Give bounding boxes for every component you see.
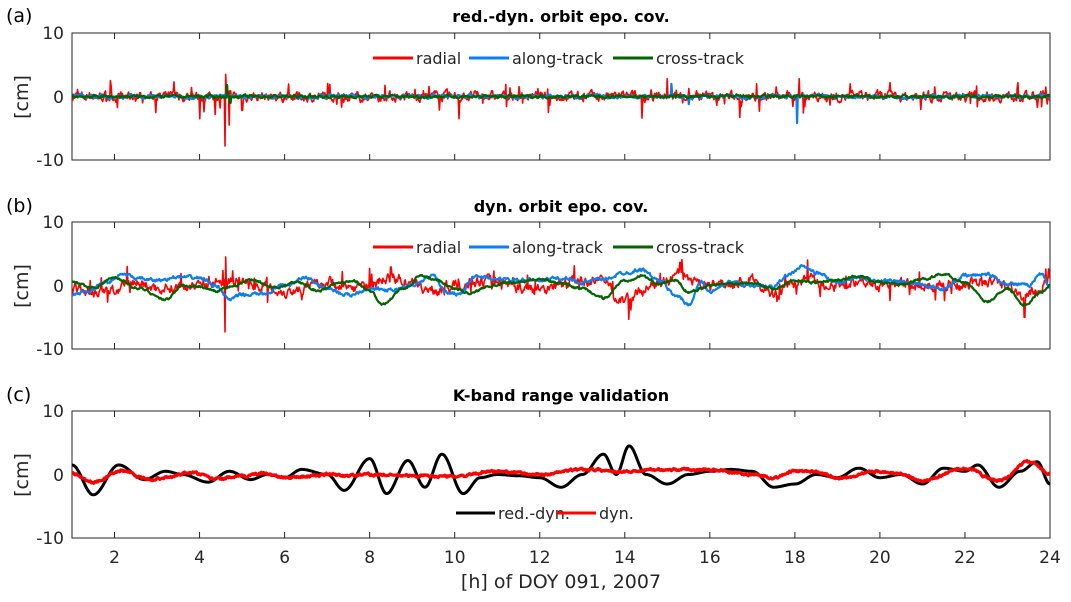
x-tick-label: 8: [364, 548, 375, 568]
series-line-radial: [72, 73, 1050, 147]
x-tick-label: 6: [279, 548, 290, 568]
panel-b-ytick-0: 0: [53, 277, 64, 297]
x-tick-label: 22: [954, 548, 976, 568]
x-tick-label: 18: [784, 548, 806, 568]
legend-label-cross-track: cross-track: [656, 49, 745, 68]
x-tick-label: 10: [444, 548, 466, 568]
x-tick-label: 4: [194, 548, 205, 568]
panel-b-title: dyn. orbit epo. cov.: [474, 197, 649, 216]
x-tick-label: 12: [529, 548, 551, 568]
legend-label-red-dyn: red.-dyn.: [498, 504, 570, 523]
panel-b-label: (b): [6, 195, 33, 217]
panel-c-xtick-labels: 2 4 6 8 10 12 14 16 18 20 22 24: [109, 548, 1061, 568]
x-tick-label: 24: [1039, 548, 1061, 568]
x-tick-label: 2: [109, 548, 120, 568]
x-tick-label: 16: [699, 548, 721, 568]
x-tick-label: 14: [614, 548, 636, 568]
panel-b: (b) dyn. orbit epo. cov. [cm] 10 0 -10 r…: [6, 195, 1051, 360]
panel-b-ytick-neg10: -10: [36, 340, 64, 360]
panel-c-ytick-0: 0: [53, 466, 64, 486]
panel-a-label: (a): [6, 5, 32, 27]
panel-a: (a) red.-dyn. orbit epo. cov. [cm] 10 0 …: [6, 5, 1051, 171]
panel-b-ylabel: [cm]: [11, 264, 33, 308]
panel-b-legend: radial along-track cross-track: [373, 238, 745, 257]
panel-c-ytick-10: 10: [42, 402, 64, 422]
legend-label-cross-track: cross-track: [656, 238, 745, 257]
panel-b-plot-area: [71, 221, 1051, 350]
x-tick-label: 20: [869, 548, 891, 568]
panel-a-ytick-10: 10: [42, 24, 64, 44]
legend-label-dyn: dyn.: [599, 504, 634, 523]
panel-b-ytick-10: 10: [42, 213, 64, 233]
legend-label-radial: radial: [416, 49, 461, 68]
panel-a-legend: radial along-track cross-track: [373, 49, 745, 68]
series-line-cross-track: [72, 83, 1050, 105]
panel-a-plot-area: [71, 32, 1051, 161]
panel-a-title: red.-dyn. orbit epo. cov.: [452, 7, 670, 26]
series-line-red-dyn: [72, 444, 1050, 497]
x-axis-label: [h] of DOY 091, 2007: [461, 571, 661, 593]
panel-c-label: (c): [6, 384, 31, 406]
panel-c-ytick-neg10: -10: [36, 529, 64, 549]
axes-box: [71, 410, 1051, 539]
panel-a-ytick-0: 0: [53, 88, 64, 108]
panel-c: (c) K-band range validation [cm] 10 0 -1…: [6, 384, 1061, 593]
panel-a-ylabel: [cm]: [11, 75, 33, 119]
series-line-along-track: [72, 264, 1050, 307]
legend-label-along-track: along-track: [512, 238, 604, 257]
panel-c-title: K-band range validation: [453, 386, 669, 405]
panel-c-plot-area: [71, 410, 1051, 539]
series-line-dyn: [72, 459, 1050, 485]
panel-c-legend: red.-dyn. dyn.: [456, 504, 634, 523]
panel-c-ylabel: [cm]: [11, 453, 33, 497]
legend-label-along-track: along-track: [512, 49, 604, 68]
panel-a-ytick-neg10: -10: [36, 151, 64, 171]
series-line-cross-track: [72, 272, 1050, 307]
legend-label-radial: radial: [416, 238, 461, 257]
